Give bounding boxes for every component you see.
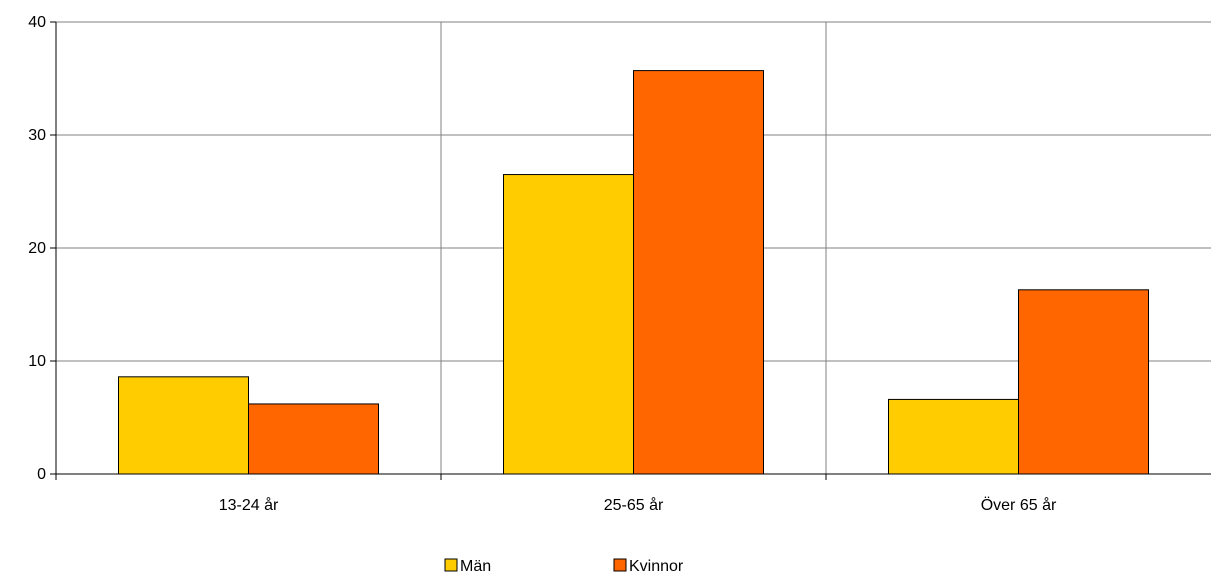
x-axis-labels: 13-24 år 25-65 år Över 65 år: [219, 496, 1057, 514]
bar: [118, 376, 249, 475]
bar: [888, 398, 1019, 475]
legend-label: Män: [460, 558, 491, 575]
y-axis-ticks: 0 10 20 30 40: [28, 14, 56, 483]
legend: Män Kvinnor: [444, 558, 684, 575]
y-tick-label: 40: [28, 14, 46, 31]
legend-swatch: [444, 558, 458, 572]
bars: [118, 70, 1149, 475]
y-tick-label: 0: [37, 466, 46, 483]
y-tick-label: 20: [28, 240, 46, 257]
bar: [1018, 289, 1149, 475]
x-category-label: 13-24 år: [219, 496, 279, 514]
legend-label: Kvinnor: [629, 558, 684, 575]
y-tick-label: 10: [28, 353, 46, 370]
bar: [633, 70, 764, 475]
bar: [503, 174, 634, 475]
legend-swatch: [613, 558, 627, 572]
x-category-label: 25-65 år: [604, 496, 664, 514]
bar: [248, 403, 379, 475]
y-tick-label: 30: [28, 127, 46, 144]
x-category-label: Över 65 år: [981, 496, 1057, 514]
